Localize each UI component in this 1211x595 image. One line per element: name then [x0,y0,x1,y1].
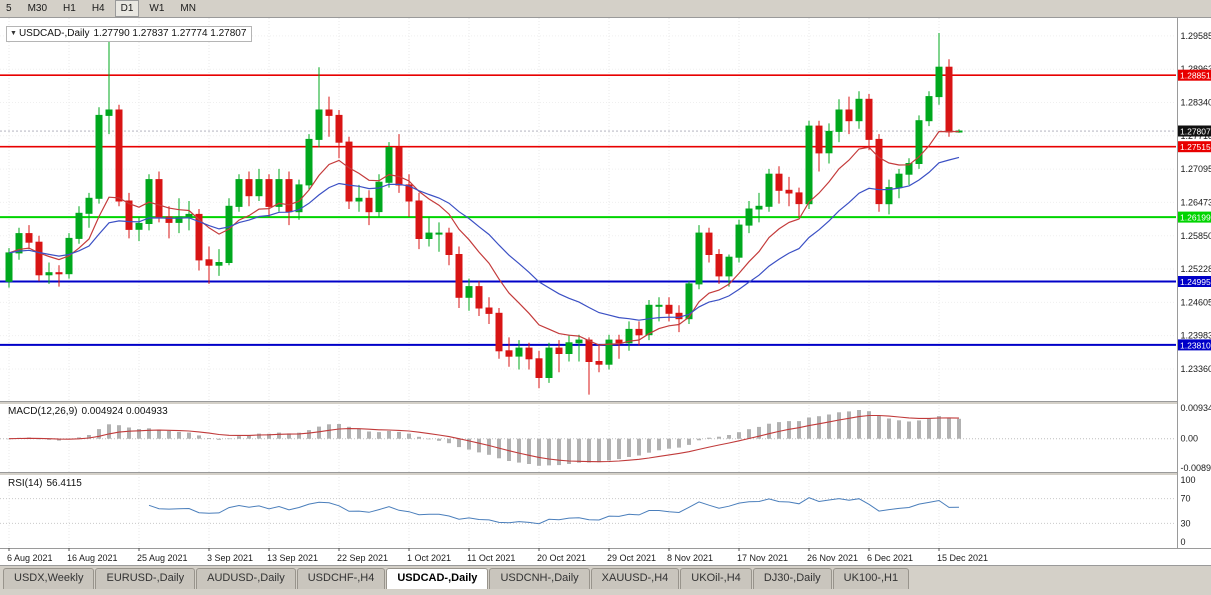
date-label: 17 Nov 2021 [737,553,788,563]
tab-audusd-daily[interactable]: AUDUSD-,Daily [196,568,296,589]
timeframe-button-5[interactable]: 5 [6,3,12,14]
tab-usdx-weekly[interactable]: USDX,Weekly [3,568,95,589]
macd-axis-tick: 0.00 [1181,434,1199,444]
date-label: 20 Oct 2021 [537,553,586,563]
candles-layer [5,33,963,395]
chart-grid [0,18,1176,548]
rsi-axis-tick: 100 [1181,475,1196,485]
macd-signal-line [8,414,960,463]
tab-usdchf-h4[interactable]: USDCHF-,H4 [296,568,386,589]
price-tag-1.27515 [1178,141,1211,153]
price-axis-tick: 1.27095 [1181,164,1211,174]
chart-tabbar: USDX,Weekly EURUSD-,Daily AUDUSD-,Daily USD… [0,565,1211,595]
chart-canvas[interactable]: 1.295851.289631.283401.277181.270951.264… [0,18,1211,565]
tab-usdcnh-daily[interactable]: USDCNH-,Daily [489,568,590,589]
macd-name-text: MACD(12,26,9) [8,406,78,417]
tab-uk100-h1[interactable]: UK100-,H1 [832,568,910,589]
symbol-period-text: USDCAD-,Daily [18,28,90,39]
svg-text:1.28851: 1.28851 [1180,71,1211,81]
date-label: 13 Sep 2021 [267,553,318,563]
price-axis-tick: 1.23983 [1181,331,1211,341]
date-label: 22 Sep 2021 [337,553,388,563]
rsi-pane [0,497,1176,525]
price-axis-tick: 1.25850 [1181,231,1211,241]
chart-area: 1.295851.289631.283401.277181.270951.264… [0,18,1211,565]
current-price-tag [1178,125,1211,137]
tab-ukoil-h4[interactable]: UKOil-,H4 [680,568,752,589]
date-label: 6 Aug 2021 [7,553,53,563]
price-tag-1.24995 [1178,276,1211,287]
ma-fast-line [8,130,960,346]
tab-usdcad-daily[interactable]: USDCAD-,Daily [386,568,489,589]
date-label: 6 Dec 2021 [867,553,913,563]
chart-symbol-label: ▼ USDCAD-,Daily 1.27790 1.27837 1.27774 1.… [6,26,253,42]
svg-text:1.24995: 1.24995 [1180,277,1211,287]
macd-pane [0,410,1176,466]
price-axis-tick: 1.26473 [1181,197,1211,207]
rsi-axis-tick: 70 [1181,494,1191,504]
ma-slow-line [8,156,960,321]
macd-indicator-label: MACD(12,26,9) 0.004924 0.004933 [8,406,168,417]
svg-text:1.27807: 1.27807 [1180,127,1211,137]
price-axis-tick: 1.24605 [1181,297,1211,307]
macd-values-text: 0.004924 0.004933 [81,406,168,417]
rsi-line [148,497,960,525]
rsi-axis-tick: 30 [1181,518,1191,528]
timeframe-button-h1[interactable]: H1 [63,3,76,14]
price-axis-tick: 1.28963 [1181,64,1211,74]
timeframe-button-w1[interactable]: W1 [149,3,165,14]
tab-eurusd-daily[interactable]: EURUSD-,Daily [95,568,196,589]
price-tag-1.28851 [1178,69,1211,81]
timeframe-button-m30[interactable]: M30 [27,3,48,14]
date-label: 26 Nov 2021 [807,553,858,563]
tab-xauusd-h4[interactable]: XAUUSD-,H4 [590,568,680,589]
svg-text:1.26199: 1.26199 [1180,213,1211,223]
tab-dj30-daily[interactable]: DJ30-,Daily [752,568,832,589]
pane-separators[interactable] [0,401,1211,476]
date-label: 16 Aug 2021 [67,553,118,563]
price-axis-tick: 1.28340 [1181,98,1211,108]
price-tag-1.26199 [1178,211,1211,223]
date-label: 25 Aug 2021 [137,553,188,563]
timeframe-button-d1[interactable]: D1 [114,0,140,17]
price-tag-1.23810 [1178,339,1211,351]
timeframe-toolbar: 5 M30 H1 H4 D1 W1 MN [0,0,1211,18]
date-label: 8 Nov 2021 [667,553,713,563]
timeframe-button-h4[interactable]: H4 [91,3,105,14]
svg-text:1.27515: 1.27515 [1180,142,1211,152]
collapse-arrow-icon[interactable]: ▼ [10,30,17,37]
svg-text:1.23810: 1.23810 [1180,340,1211,350]
date-label: 3 Sep 2021 [207,553,253,563]
date-label: 15 Dec 2021 [937,553,988,563]
price-axis-tick: 1.25228 [1181,264,1211,274]
macd-axis-tick: 0.009345 [1181,403,1211,413]
rsi-axis-tick: 0 [1181,537,1186,547]
rsi-name-text: RSI(14) [8,478,43,489]
moving-averages [8,130,960,346]
rsi-value-text: 56.4115 [46,478,82,489]
date-label: 1 Oct 2021 [407,553,451,563]
rsi-indicator-label: RSI(14) 56.4115 [8,478,82,489]
price-axis[interactable]: 1.295851.289631.283401.277181.270951.264… [1177,18,1211,548]
date-label: 29 Oct 2021 [607,553,656,563]
price-axis-tick: 1.23360 [1181,364,1211,374]
time-axis[interactable]: 6 Aug 2021 16 Aug 2021 25 Aug 2021 3 Sep 20… [0,548,1211,563]
date-label: 11 Oct 2021 [467,553,515,563]
timeframe-button-mn[interactable]: MN [180,3,196,14]
current-ohlc-text: 1.27790 1.27837 1.27774 1.27807 [93,28,247,39]
macd-axis-tick: -0.008902 [1181,463,1211,473]
price-axis-tick: 1.29585 [1181,31,1211,41]
horizontal-level-lines[interactable] [0,74,1176,346]
